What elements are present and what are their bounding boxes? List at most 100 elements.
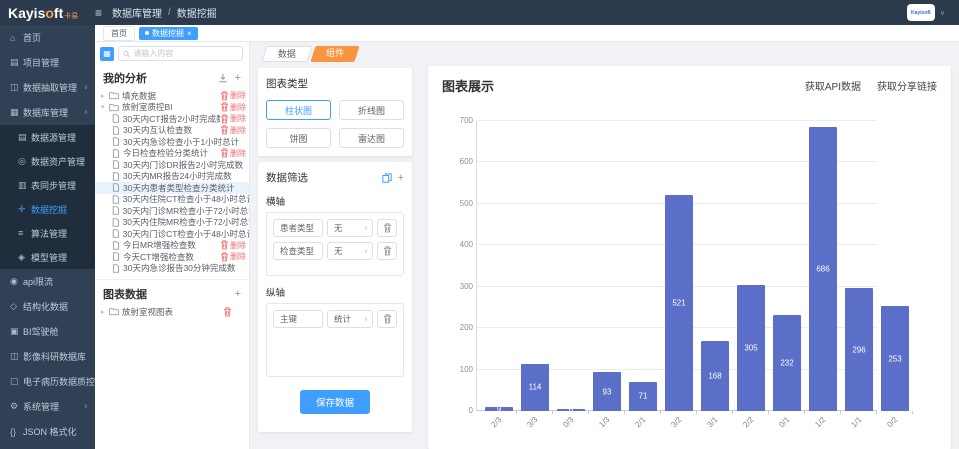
trash-icon[interactable]	[223, 307, 232, 317]
tree-node[interactable]: 今天CT增强检查数 删除	[95, 251, 249, 263]
delete-node-link[interactable]: 删除	[220, 240, 249, 251]
trash-icon[interactable]	[220, 114, 229, 124]
tree-node[interactable]: 30天内住院MR检查小于72小时总计	[95, 217, 249, 229]
chart-type-button[interactable]: 雷达图	[339, 128, 404, 148]
sidebar-item[interactable]: ◉ api限流	[10, 276, 54, 287]
tab-home[interactable]: 首页	[103, 25, 135, 41]
search-input[interactable]	[133, 49, 238, 58]
tab-component-active[interactable]: 组件	[310, 46, 360, 62]
sidebar-subitem[interactable]: ▥ 表同步管理	[18, 179, 77, 191]
bar[interactable]: 686	[809, 126, 837, 411]
trash-icon[interactable]	[383, 246, 392, 256]
get-api-data-link[interactable]: 获取API数据	[804, 82, 861, 93]
delete-node-link[interactable]: 删除	[220, 251, 249, 262]
avatar-caret-icon[interactable]: ∨	[939, 9, 945, 17]
chart-data-item-label[interactable]: 放射室视图表	[122, 306, 174, 317]
bar[interactable]: 93	[593, 372, 621, 411]
get-share-link[interactable]: 获取分享链接	[877, 82, 937, 93]
tree-node[interactable]: 30天内住院CT检查小于48小时总计	[95, 194, 249, 206]
tree-node[interactable]: 30天内门诊DR报告2小时完成数	[95, 159, 249, 171]
bar[interactable]: 521	[665, 195, 693, 411]
chart-data-item[interactable]: ▸ 放射室视图表	[95, 306, 249, 318]
remove-field-button[interactable]	[377, 219, 397, 237]
trash-icon[interactable]	[220, 125, 229, 135]
agg-select[interactable]: 统计 ∨	[327, 310, 373, 328]
delete-chart-data-icon[interactable]	[223, 307, 235, 317]
field-name[interactable]: 主键	[273, 310, 323, 328]
delete-node-link[interactable]: 删除	[220, 125, 249, 136]
sidebar-item[interactable]: ⚙ 系统管理 ∨	[10, 401, 88, 412]
bar[interactable]: 71	[629, 381, 657, 411]
trash-icon[interactable]	[220, 252, 229, 262]
sidebar-subitem[interactable]: ◈ 模型管理	[18, 251, 68, 263]
copy-icon[interactable]	[381, 172, 392, 183]
sidebar-item[interactable]: ⌂ 首页	[10, 32, 42, 44]
chart-type-button[interactable]: 饼图	[266, 128, 331, 148]
sidebar-item[interactable]: ▢ 电子病历数据质控	[10, 376, 95, 387]
trash-icon[interactable]	[220, 148, 229, 158]
save-data-button[interactable]: 保存数据	[299, 390, 370, 414]
export-icon[interactable]	[218, 73, 228, 83]
remove-field-button[interactable]	[377, 310, 397, 328]
delete-node-link[interactable]: 删除	[220, 102, 249, 113]
sidebar-item[interactable]: ◫ 数据抽取管理 ∨	[10, 82, 88, 93]
bar[interactable]: 114	[521, 363, 549, 411]
caret-icon[interactable]: ▾	[101, 104, 105, 112]
trash-icon[interactable]	[383, 223, 392, 233]
delete-node-link[interactable]: 删除	[220, 113, 249, 124]
field-name[interactable]: 检查类型	[273, 242, 323, 260]
bar[interactable]: 168	[701, 341, 729, 411]
field-name[interactable]: 患者类型	[273, 219, 323, 237]
tree-node[interactable]: 30天内门诊CT检查小于48小时总计	[95, 228, 249, 240]
tree-node[interactable]: 30天内互认检查数 删除	[95, 125, 249, 137]
bar[interactable]: 296	[845, 288, 873, 411]
chart-type-selected-button[interactable]: 柱状图	[266, 100, 331, 120]
sidebar-subitem[interactable]: ▤ 数据源管理	[18, 131, 77, 143]
tab-close-icon[interactable]: ×	[187, 28, 192, 38]
add-analysis-icon[interactable]: +	[234, 72, 241, 84]
sidebar-subitem[interactable]: ✛ 数据挖掘	[18, 203, 68, 215]
trash-icon[interactable]	[383, 314, 392, 324]
caret-icon[interactable]: ▸	[101, 92, 105, 100]
menu-collapse-icon[interactable]: ≡	[95, 5, 103, 20]
tree-node[interactable]: ▾ 放射室质控BI 删除	[95, 102, 249, 114]
breadcrumb-item[interactable]: 数据库管理	[112, 9, 163, 20]
trash-icon[interactable]	[220, 240, 229, 250]
caret-icon[interactable]: ▸	[101, 308, 105, 316]
tree-node[interactable]: 30天内患者类型检查分类统计	[95, 182, 249, 194]
sidebar-item[interactable]: ◫ 影像科研数据库	[10, 351, 87, 362]
sidebar-subitem[interactable]: ◎ 数据资产管理	[18, 155, 86, 167]
bar[interactable]: 232	[773, 314, 801, 411]
grid-icon[interactable]: ▦	[100, 46, 114, 61]
agg-select[interactable]: 无 ∨	[327, 219, 373, 237]
bar[interactable]: 253	[881, 306, 909, 411]
chart-type-button[interactable]: 折线图	[339, 100, 404, 120]
bar[interactable]: 6	[557, 405, 585, 414]
tree-node[interactable]: 30天内CT报告2小时完成数 删除	[95, 113, 249, 125]
remove-field-button[interactable]	[377, 242, 397, 260]
tree-node[interactable]: 30天内MR报告24小时完成数	[95, 171, 249, 183]
tab-data[interactable]: 数据	[261, 46, 313, 62]
tree-node[interactable]: 30天内门诊MR检查小于72小时总计	[95, 205, 249, 217]
trash-icon[interactable]	[220, 91, 229, 101]
user-avatar[interactable]: Kayisoft	[906, 4, 935, 21]
sidebar-item[interactable]: ▤ 项目管理	[10, 57, 60, 68]
sidebar-item[interactable]: ▣ BI驾驶舱	[10, 326, 59, 337]
sidebar-item[interactable]: {} JSON 格式化	[10, 426, 77, 438]
add-chart-data-icon[interactable]: +	[234, 288, 241, 300]
delete-node-link[interactable]: 删除	[220, 148, 249, 159]
sidebar-item[interactable]: ◇ 结构化数据	[10, 301, 69, 312]
trash-icon[interactable]	[220, 102, 229, 112]
delete-node-link[interactable]: 删除	[220, 90, 249, 101]
add-filter-icon[interactable]: +	[397, 171, 404, 184]
tree-node[interactable]: 今日检查检验分类统计 删除	[95, 148, 249, 160]
bar[interactable]: 305	[737, 284, 765, 411]
tab-data-mining-active[interactable]: 数据挖掘 ×	[139, 26, 198, 40]
tree-node[interactable]: 30天内急诊检查小于1小时总计	[95, 136, 249, 148]
tree-node[interactable]: 今日MR增强检查数 删除	[95, 240, 249, 252]
tree-node[interactable]: ▸ 填充数据 删除	[95, 90, 249, 102]
sidebar-item[interactable]: ▦ 数据库管理 ∧	[10, 107, 88, 118]
tree-node[interactable]: 30天内急诊报告30分钟完成数	[95, 263, 249, 275]
bar[interactable]: 9	[485, 405, 513, 414]
agg-select[interactable]: 无 ∨	[327, 242, 373, 260]
